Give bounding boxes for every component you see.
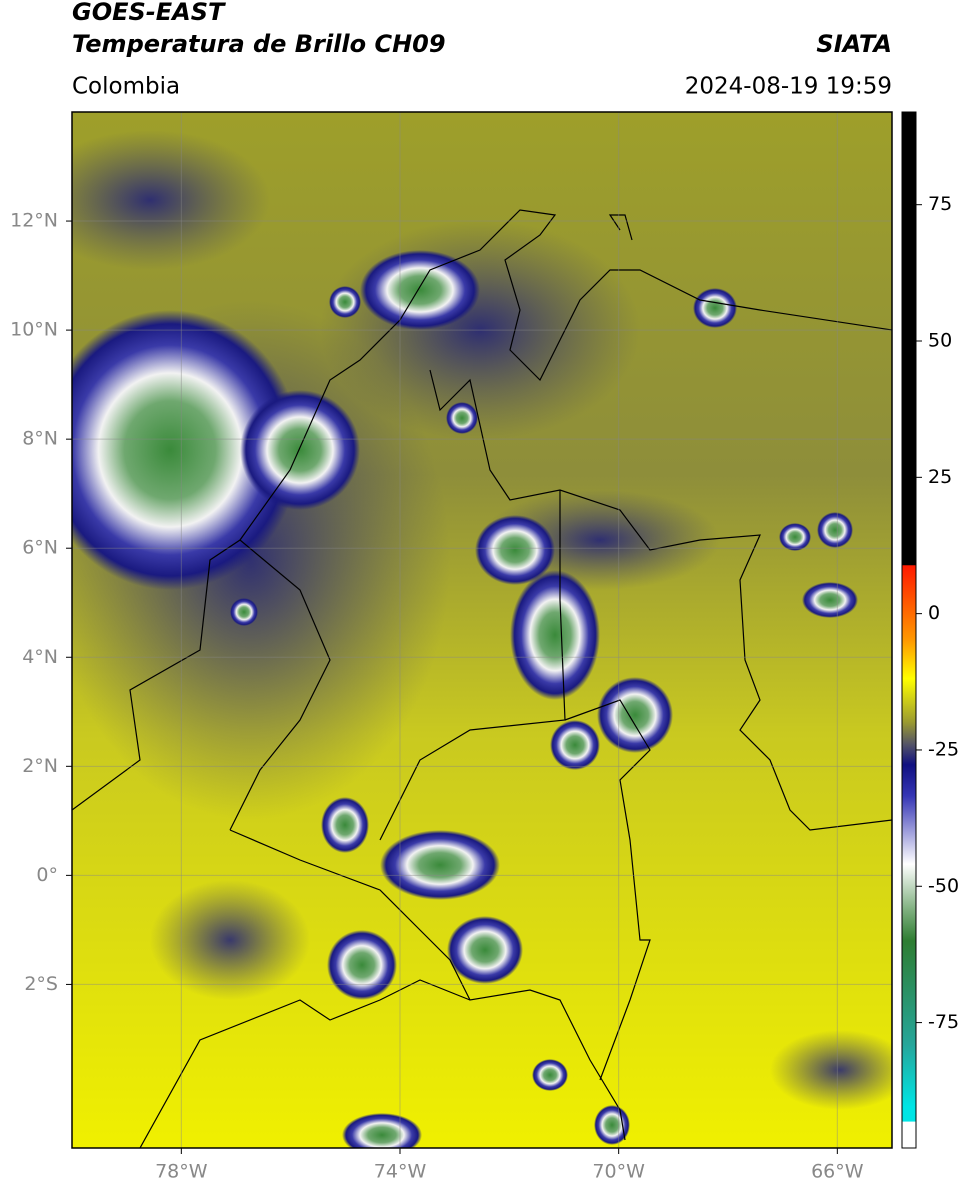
datetime: 2024-08-19 19:59 [685, 74, 892, 100]
map-image [72, 112, 892, 1148]
region: Colombia [72, 74, 180, 100]
x-tick-label: 78°W [155, 1161, 208, 1183]
colorbar-tick-label: -25 [928, 738, 959, 760]
colorbar [901, 111, 917, 1149]
subtitle: Temperatura de Brillo CH09 [72, 30, 446, 58]
colorbar-tick-label: 25 [928, 466, 952, 488]
x-tick-label: 74°W [374, 1161, 427, 1183]
colorbar-tick-label: -75 [928, 1011, 959, 1033]
map-frame [71, 111, 893, 1149]
y-tick-label: 10°N [10, 319, 58, 341]
y-tick-label: 2°S [24, 973, 58, 995]
title: GOES-EAST [72, 0, 226, 26]
colorbar-tick-label: -50 [928, 875, 959, 897]
y-tick-label: 8°N [22, 428, 58, 450]
y-tick-label: 4°N [22, 646, 58, 668]
y-tick-label: 6°N [22, 537, 58, 559]
source: SIATA [816, 30, 892, 58]
y-tick-label: 0° [36, 864, 58, 886]
y-tick-label: 12°N [10, 210, 58, 232]
colorbar-tick-label: 0 [928, 602, 940, 624]
colorbar-tick-label: 50 [928, 330, 952, 352]
graticule [72, 112, 892, 1148]
y-tick-label: 2°N [22, 755, 58, 777]
x-tick-label: 70°W [592, 1161, 645, 1183]
colorbar-tick-label: 75 [928, 193, 952, 215]
x-tick-label: 66°W [811, 1161, 864, 1183]
